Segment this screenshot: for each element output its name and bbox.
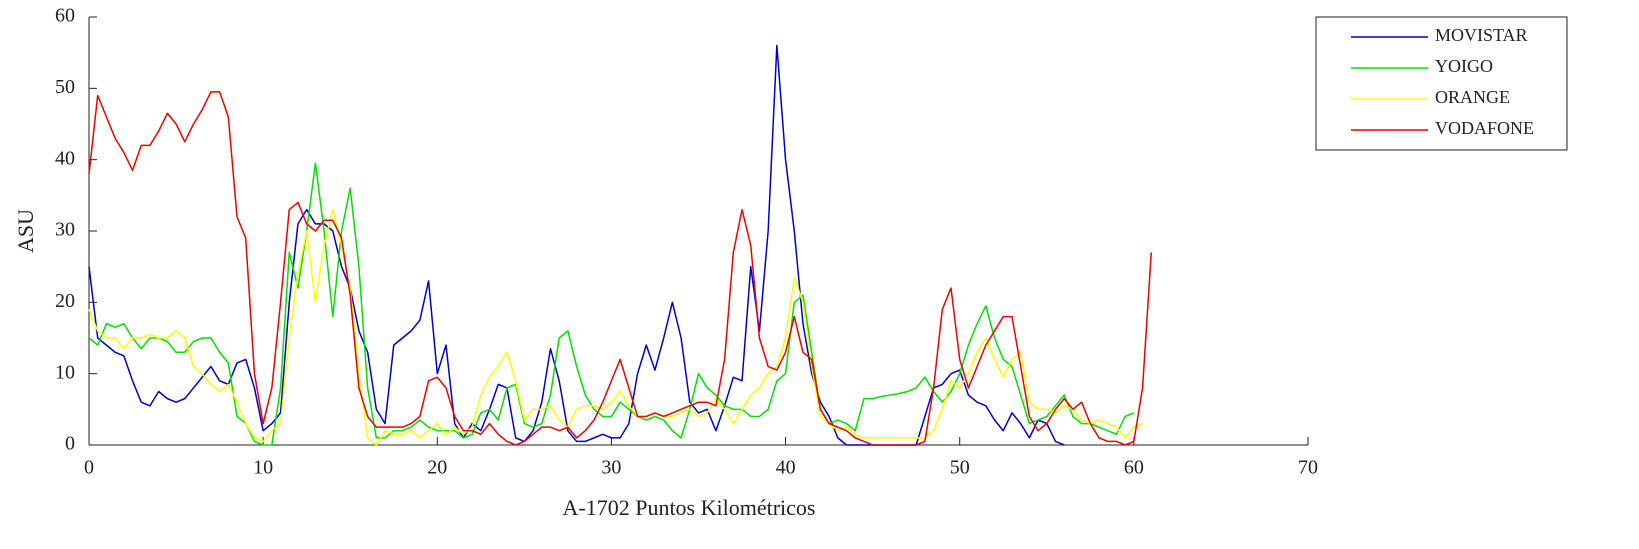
y-tick-label: 60 xyxy=(55,5,75,27)
y-tick-label: 30 xyxy=(55,219,75,241)
x-tick-label: 20 xyxy=(427,457,447,479)
x-tick-label: 70 xyxy=(1298,457,1318,479)
legend-label: VODAFONE xyxy=(1435,118,1534,138)
y-tick-label: 50 xyxy=(55,76,75,98)
y-tick-label: 0 xyxy=(65,433,75,455)
series-line xyxy=(88,91,1153,446)
y-tick-label: 20 xyxy=(55,290,75,312)
legend-box xyxy=(1315,16,1568,151)
x-tick-label: 30 xyxy=(601,457,621,479)
y-tick-label: 40 xyxy=(55,147,75,169)
legend-label: YOIGO xyxy=(1435,56,1493,76)
x-tick-label: 10 xyxy=(253,457,273,479)
y-axis-label: ASU xyxy=(13,209,38,253)
y-tick-label: 10 xyxy=(55,361,75,383)
x-tick-label: 60 xyxy=(1124,457,1144,479)
x-axis-label: A-1702 Puntos Kilométricos xyxy=(563,495,816,520)
x-tick-label: 50 xyxy=(950,457,970,479)
x-tick-label: 0 xyxy=(84,457,94,479)
x-tick-label: 40 xyxy=(776,457,796,479)
series-line xyxy=(88,162,1135,446)
legend-label: MOVISTAR xyxy=(1435,25,1528,45)
series-line xyxy=(88,208,1143,446)
legend-label: ORANGE xyxy=(1435,87,1510,107)
